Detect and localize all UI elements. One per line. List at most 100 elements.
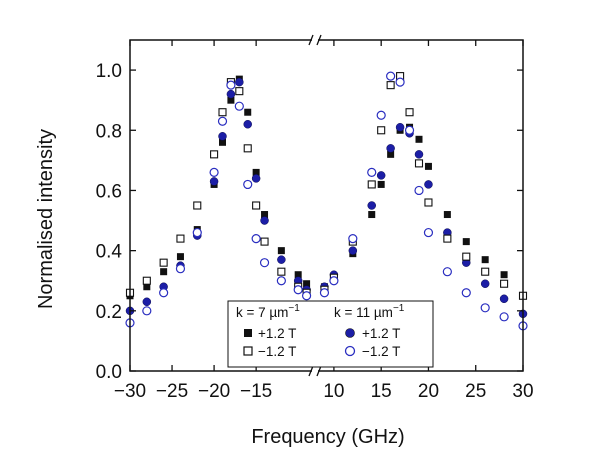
point-circle-open [259,258,270,268]
point-circle-filled [226,89,236,99]
point-square-filled [227,96,235,104]
point-circle-open [376,110,386,120]
point-square-open [260,237,269,246]
point-circle-open [251,234,261,244]
point-circle-open [367,167,377,177]
point-square-open [443,234,452,243]
axis-break-gap [312,35,318,45]
point-circle-filled [386,144,395,153]
y-axis-title: Normalised intensity [35,129,57,309]
point-square-open [277,267,286,276]
legend-marker-k7-minus [243,346,253,356]
point-circle-filled [243,120,252,129]
point-circle-filled [499,294,509,304]
x-axis-title: Frequency (GHz) [251,426,404,448]
point-square-filled [219,138,226,146]
point-square-filled [277,247,285,255]
point-circle-filled [251,174,261,183]
point-circle-open [192,227,202,238]
markers-layer [125,71,528,331]
point-circle-filled [209,177,219,186]
x-tick-label: 20 [418,381,439,402]
point-square-open [424,198,433,207]
point-circle-open [319,288,330,298]
point-square-open [386,81,395,90]
point-circle-open [209,167,219,177]
point-square-filled [481,256,489,264]
point-square-open [210,150,219,159]
ticks-layer: −30 −25 −20 −15 10 15 20 25 30 0.0 0.2 0.4 0.6 0.8 1.0 [96,40,534,402]
point-circle-open [499,312,509,322]
y-tick-label: 0.0 [96,362,122,383]
point-square-filled [252,168,260,176]
axis-break-mark [316,365,322,377]
point-circle-open [348,234,358,244]
point-square-open [252,201,261,210]
legend-title-k11: k = 11 µm−1 [334,303,405,320]
plot-border [129,39,524,372]
point-square-open [142,276,151,285]
x-tick-label: 10 [323,381,344,402]
axis-break-mark [316,34,322,46]
y-tick-label: 0.8 [96,121,122,142]
x-tick-label: 25 [465,381,486,402]
x-tick-label: 15 [371,381,392,402]
x-tick-label: 30 [512,381,533,402]
point-square-filled [462,238,470,246]
point-circle-open [243,179,253,190]
point-circle-filled [218,132,227,141]
point-circle-open [414,185,424,196]
point-square-open [462,252,471,261]
x-tick-label: −30 [114,381,146,402]
plot-frame [129,34,524,377]
point-square-open [193,201,202,210]
point-circle-filled [480,279,490,288]
legend-label-k7-plus: +1.2 T [258,326,296,341]
point-square-open [159,258,168,267]
legend-marker-k11-minus [344,345,356,357]
axis-break-mark [308,34,314,46]
point-square-filled [377,180,385,188]
point-circle-open [480,303,490,313]
point-square-open [500,279,509,288]
point-circle-open [159,288,169,298]
x-tick-label: −25 [156,381,188,402]
point-square-filled [443,211,451,219]
point-square-open [481,267,490,276]
point-circle-filled [260,216,269,225]
point-circle-open [423,227,434,238]
point-square-filled [160,268,168,276]
point-square-open [218,108,227,117]
point-circle-filled [376,171,386,180]
point-square-open [405,108,414,117]
point-square-filled [294,271,302,279]
axis-break-gap [312,366,318,376]
point-square-filled [244,108,252,116]
y-tick-label: 0.2 [96,302,122,323]
point-circle-filled [277,255,286,264]
legend-label-k7-minus: −1.2 T [258,344,296,359]
point-circle-open [386,71,396,81]
point-square-filled [143,283,151,291]
y-tick-label: 0.4 [96,242,123,263]
point-square-open [176,234,185,243]
point-square-open [377,126,386,135]
legend: k = 7 µm−1 k = 11 µm−1 +1.2 T −1.2 T +1.… [227,300,434,368]
point-circle-open [234,101,244,111]
point-circle-open [404,125,415,135]
point-square-filled [261,211,269,219]
point-circle-open [301,291,312,301]
point-square-open [243,144,252,153]
y-tick-label: 0.6 [96,181,122,202]
x-tick-label: −15 [240,381,272,402]
point-circle-open [276,276,286,286]
point-square-filled [368,211,376,219]
point-square-open [414,159,424,168]
point-square-filled [424,162,432,170]
point-circle-open [395,77,405,87]
point-circle-filled [395,123,405,132]
point-circle-open [217,116,228,126]
point-square-open [367,180,376,189]
